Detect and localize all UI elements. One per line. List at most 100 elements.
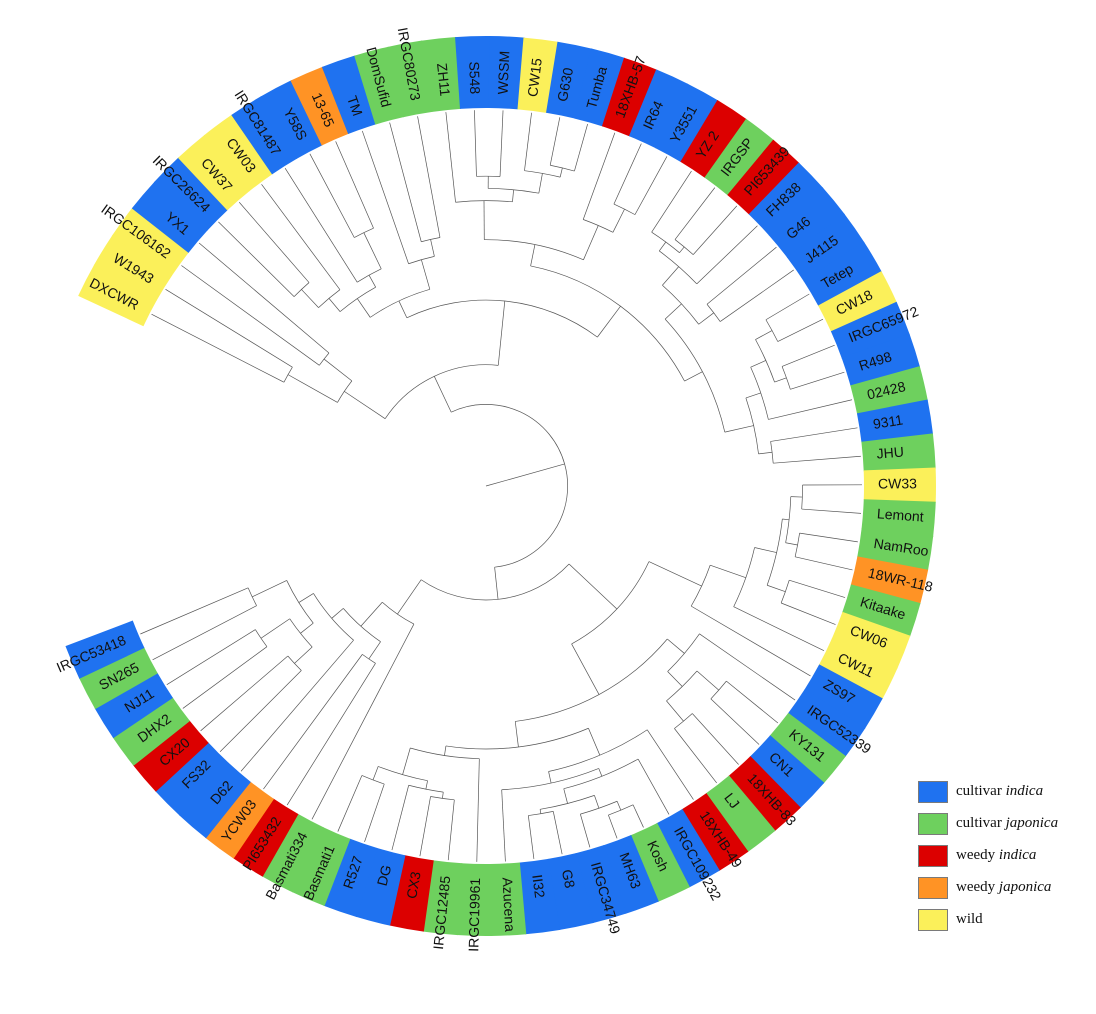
leaf-band (132, 720, 209, 792)
leaf-label: ZH11 (434, 62, 453, 97)
branch-line (710, 698, 760, 745)
branch-arc (710, 680, 727, 700)
branch-line (300, 622, 314, 634)
leaf-label: G630 (554, 66, 576, 103)
branch-line (684, 371, 703, 382)
legend: cultivar indica cultivar japonica weedy … (918, 780, 1088, 940)
branch-line (361, 130, 409, 264)
leaf-band (861, 433, 936, 472)
leaf-label: IRGC19961 (465, 877, 483, 952)
branch-line (284, 167, 358, 283)
branch-line (368, 641, 381, 660)
leaf-band (355, 847, 406, 926)
branch-line (588, 728, 601, 756)
leaf-band (78, 264, 158, 327)
branch-line (140, 587, 249, 635)
branch-line (294, 646, 313, 664)
branch-line (789, 579, 846, 598)
branch-line (360, 601, 383, 627)
leaf-label: II32 (529, 874, 548, 899)
branch-line (692, 205, 738, 255)
branch-line (166, 629, 256, 686)
branch-line (391, 785, 410, 851)
leaf-band (261, 813, 324, 893)
branch-line (240, 639, 354, 772)
branch-line (549, 117, 561, 166)
branch-line (571, 643, 600, 695)
branch-line (298, 593, 314, 603)
branch-arc (362, 654, 376, 664)
leaf-band (850, 366, 928, 415)
branch-line (594, 795, 600, 809)
branch-line (690, 605, 811, 677)
leaf-band (656, 808, 720, 888)
leaf-band (321, 55, 377, 135)
branch-line (692, 713, 739, 765)
branch-line (726, 680, 779, 724)
leaf-band (290, 66, 350, 146)
branch-line (311, 623, 415, 820)
branch-line (389, 122, 422, 242)
leaf-band (231, 96, 298, 175)
leaf-label: CX3 (403, 870, 424, 900)
leaf-band (112, 697, 190, 766)
branch-line (674, 728, 717, 784)
branch-line (801, 508, 862, 514)
leaf-band (455, 36, 491, 109)
branch-line (777, 318, 824, 342)
branch-arc (550, 164, 575, 172)
branch-line (568, 563, 618, 610)
branch-line (698, 312, 714, 325)
branch-line (750, 360, 766, 368)
branch-line (501, 789, 506, 862)
branch-line (552, 811, 563, 855)
leaf-band (680, 100, 748, 179)
legend-swatch (918, 812, 948, 835)
branch-line (419, 796, 431, 857)
leaf-band (603, 835, 659, 914)
branch-arc (287, 655, 302, 671)
branch-line (754, 547, 777, 553)
branch-line (328, 298, 341, 312)
branch-line (397, 579, 422, 615)
legend-label: weedy japonica (956, 879, 1052, 895)
leaf-label: CW15 (524, 57, 545, 98)
branch-line (398, 300, 408, 318)
branch-arc (608, 804, 634, 816)
branch-line (252, 580, 287, 598)
leaf-band (131, 181, 208, 253)
branch-arc (571, 561, 650, 645)
branch-line (795, 556, 853, 571)
branch-line (674, 187, 716, 240)
branch-line (733, 606, 825, 652)
leaf-band (517, 37, 559, 113)
branch-arc (765, 319, 779, 342)
tree-branches (140, 110, 862, 862)
branch-line (664, 303, 682, 320)
leaf-band (841, 333, 921, 387)
leaf-label: Lemont (876, 505, 924, 524)
leaf-label: 9311 (872, 411, 904, 431)
branch-arc (384, 364, 499, 419)
branch-line (679, 246, 685, 253)
leaf-label: Azucena (500, 877, 519, 932)
branch-line (238, 202, 310, 283)
legend-item-cultivar-indica: cultivar indica (918, 780, 1088, 803)
branch-line (696, 225, 758, 285)
branch-line (182, 646, 268, 709)
branch-line (574, 123, 588, 172)
leaf-band (203, 114, 273, 192)
leaf-label: JHU (876, 444, 904, 462)
branch-line (165, 289, 293, 368)
branch-line (648, 561, 702, 587)
leaf-label: WSSM (494, 50, 512, 94)
leaf-band (93, 235, 173, 301)
leaf-label: CW33 (878, 475, 917, 491)
branch-line (309, 153, 355, 238)
leaf-band (422, 860, 463, 936)
leaf-band (704, 118, 775, 196)
leaf-band (601, 57, 658, 137)
branch-line (782, 518, 790, 521)
branch-line (335, 141, 374, 229)
branch-line (632, 804, 644, 828)
